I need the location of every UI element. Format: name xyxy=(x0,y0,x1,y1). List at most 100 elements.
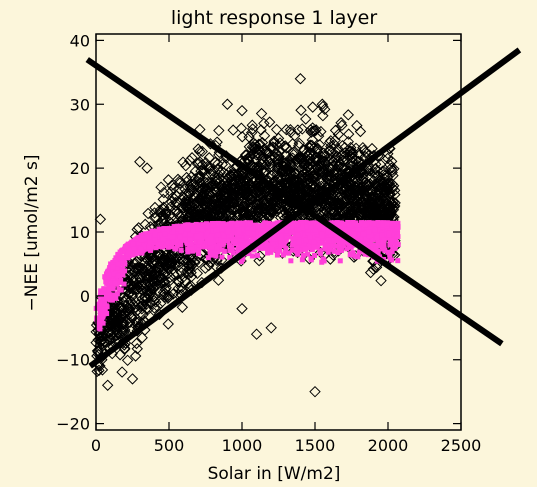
observed-point xyxy=(203,161,216,173)
model-point xyxy=(334,234,340,240)
observed-point xyxy=(131,343,143,355)
model-point xyxy=(377,235,383,241)
model-point xyxy=(349,225,355,231)
observed-point xyxy=(193,210,206,222)
model-point xyxy=(240,256,246,262)
model-point xyxy=(194,234,200,240)
observed-point xyxy=(342,128,355,140)
observed-point xyxy=(384,158,396,171)
observed-point xyxy=(134,307,147,319)
observed-point xyxy=(217,203,230,215)
x-tick-label: 2500 xyxy=(441,436,482,455)
model-point xyxy=(212,236,218,242)
model-point xyxy=(115,261,121,267)
model-point xyxy=(379,232,385,238)
observed-point xyxy=(174,210,187,223)
observed-point xyxy=(296,123,308,135)
model-point xyxy=(134,236,140,242)
model-point xyxy=(309,247,315,253)
model-point xyxy=(266,220,272,226)
model-point xyxy=(325,243,331,249)
observed-point xyxy=(239,149,252,161)
model-point xyxy=(134,250,140,256)
observed-point xyxy=(296,155,308,167)
model-point xyxy=(187,237,193,243)
observed-point xyxy=(250,328,263,340)
y-tick-label: −20 xyxy=(56,415,90,434)
model-point xyxy=(308,222,314,228)
cross-line xyxy=(88,47,522,369)
model-point xyxy=(375,251,381,257)
model-point xyxy=(205,244,211,250)
observed-point xyxy=(196,159,208,171)
model-point xyxy=(100,312,106,318)
observed-point xyxy=(302,183,314,196)
model-point xyxy=(196,243,202,249)
observed-point xyxy=(342,135,354,148)
model-point xyxy=(210,249,216,255)
observed-point xyxy=(382,152,394,165)
observed-point xyxy=(154,276,167,289)
model-point xyxy=(306,238,312,244)
model-point xyxy=(290,247,296,253)
model-point xyxy=(118,277,124,283)
observed-point xyxy=(322,156,335,168)
model-point xyxy=(215,237,221,243)
model-point xyxy=(290,242,296,248)
model-point xyxy=(307,245,313,251)
model-point xyxy=(285,223,291,229)
x-axis-label: Solar in [W/m2] xyxy=(208,464,341,484)
observed-point xyxy=(170,189,183,201)
model-point xyxy=(200,222,206,228)
observed-point xyxy=(211,196,224,209)
model-point xyxy=(279,227,285,233)
observed-point xyxy=(322,170,334,182)
model-point xyxy=(119,255,125,261)
model-point xyxy=(278,238,284,244)
model-point xyxy=(213,221,219,227)
model-point xyxy=(107,297,113,303)
model-point xyxy=(177,234,183,240)
model-point xyxy=(272,232,278,238)
model-point xyxy=(386,232,392,238)
model-point xyxy=(389,257,395,263)
model-point xyxy=(203,234,209,240)
model-point xyxy=(110,264,116,270)
model-point xyxy=(155,243,161,249)
model-point xyxy=(341,225,347,231)
observed-point xyxy=(332,128,345,141)
observed-point xyxy=(180,171,193,184)
observed-point xyxy=(228,196,240,208)
observed-point xyxy=(307,101,319,113)
observed-point xyxy=(144,278,156,290)
observed-point xyxy=(169,196,182,209)
model-point xyxy=(96,319,102,325)
model-point xyxy=(366,233,372,239)
x-axis-ticks: 0 500 1000 1500 2000 2500 xyxy=(91,34,481,455)
observed-point xyxy=(293,139,305,152)
observed-point xyxy=(274,198,287,210)
observed-point xyxy=(162,292,174,304)
observed-point xyxy=(131,255,143,267)
model-point xyxy=(336,242,342,248)
y-tick-label: 10 xyxy=(70,223,90,242)
observed-point xyxy=(310,124,322,136)
model-point xyxy=(198,232,204,238)
model-point xyxy=(184,241,190,247)
observed-point xyxy=(104,320,116,333)
model-point xyxy=(374,231,380,237)
model-point xyxy=(114,265,120,271)
model-point xyxy=(328,241,334,247)
observed-point xyxy=(284,152,297,164)
model-point xyxy=(221,248,227,254)
model-point xyxy=(239,226,245,232)
model-point xyxy=(275,246,281,252)
observed-point xyxy=(305,140,317,152)
observed-point xyxy=(221,98,234,110)
model-point xyxy=(317,248,323,254)
model-point xyxy=(120,272,126,278)
model-point xyxy=(209,244,215,250)
x-tick-label: 500 xyxy=(154,436,185,455)
model-point xyxy=(294,245,300,251)
